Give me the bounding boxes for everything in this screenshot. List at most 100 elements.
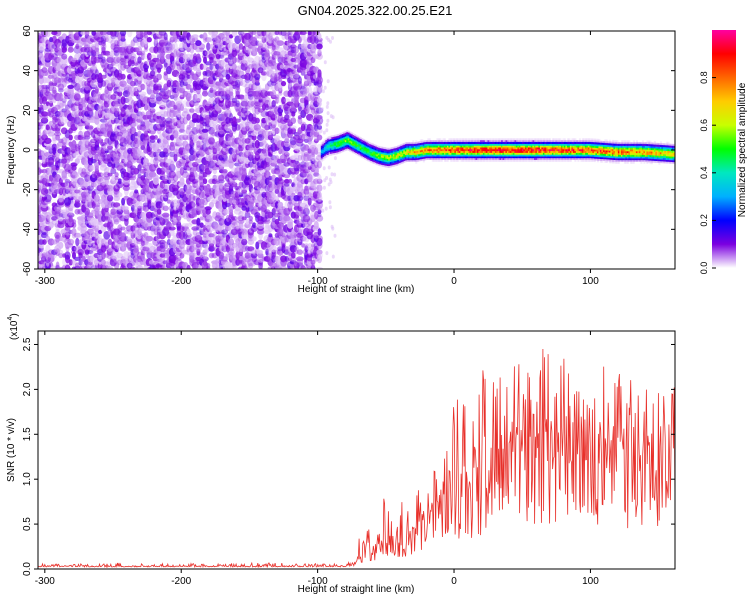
heatmap-cell [45, 206, 50, 211]
heatmap-cell [60, 116, 68, 125]
heatmap-cell [161, 212, 170, 218]
heatmap-cell [61, 79, 67, 88]
heatmap-cell [58, 249, 64, 255]
heatmap-cell [120, 73, 126, 80]
heatmap-cell [325, 104, 329, 109]
heatmap-cell [65, 136, 70, 146]
heatmap-cell [74, 208, 81, 215]
heatmap-cell [283, 152, 290, 157]
heatmap-cell [280, 80, 287, 87]
heatmap-cell [251, 236, 257, 242]
heatmap-cell [149, 108, 156, 113]
heatmap-cell [54, 38, 62, 48]
heatmap-cell [291, 252, 296, 259]
heatmap-cell [326, 79, 330, 84]
heatmap-cell [53, 31, 62, 37]
heatmap-cell [41, 84, 48, 89]
heatmap-cell [428, 138, 431, 141]
heatmap-cell [287, 218, 294, 226]
heatmap-cell [268, 233, 273, 238]
heatmap-cell [65, 246, 70, 252]
heatmap-cell [87, 125, 94, 130]
heatmap-cell [53, 77, 62, 84]
heatmap-cell [202, 178, 208, 185]
heatmap-cell [326, 118, 330, 123]
heatmap-cell [289, 125, 297, 130]
heatmap-cell [47, 155, 55, 161]
heatmap-cell [62, 101, 67, 107]
heatmap-cell [155, 81, 163, 86]
heatmap-cell [329, 39, 332, 44]
heatmap-cell [323, 85, 327, 90]
heatmap-cell [51, 143, 58, 152]
heatmap-cell [191, 34, 199, 39]
heatmap-cell [276, 40, 285, 46]
heatmap-cell [44, 211, 52, 219]
heatmap-cell [71, 139, 77, 149]
heatmap-cell [199, 222, 204, 228]
heatmap-cell [316, 97, 323, 103]
heatmap-cell [114, 172, 119, 178]
figure-title: GN04.2025.322.00.25.E21 [298, 3, 453, 18]
heatmap-cell [74, 143, 80, 152]
heatmap-cell [299, 31, 307, 35]
heatmap-cell [54, 104, 61, 110]
heatmap-cell [75, 172, 80, 178]
heatmap-cell [221, 169, 228, 174]
heatmap-cell [330, 172, 334, 177]
heatmap-cell [206, 262, 211, 269]
heatmap-cell [55, 134, 60, 141]
heatmap-cell [64, 226, 71, 231]
heatmap-cell [322, 185, 326, 190]
heatmap-cell [66, 212, 75, 218]
heatmap-cell [331, 226, 335, 231]
heatmap-cell [162, 205, 169, 212]
heatmap-cell [51, 133, 57, 142]
heatmap-cell [40, 173, 49, 183]
heatmap-cell [440, 159, 443, 162]
heatmap-cell [58, 252, 64, 259]
heatmap-cell [75, 146, 80, 156]
heatmap-cell [316, 184, 323, 192]
heatmap-cell [333, 233, 337, 238]
heatmap-cell [328, 205, 332, 210]
heatmap-cell [64, 264, 71, 269]
heatmap-cell [251, 31, 257, 35]
heatmap-cell [61, 137, 68, 145]
heatmap-cell [48, 156, 55, 166]
heatmap-cell [47, 93, 55, 101]
heatmap-cell [38, 148, 42, 154]
heatmap-cell [72, 251, 76, 260]
heatmap-cell [317, 69, 322, 78]
heatmap-cell [117, 192, 123, 198]
heatmap-cell [71, 219, 77, 225]
heatmap-cell [51, 31, 58, 36]
heatmap-cell [52, 86, 57, 95]
heatmap-cell [47, 214, 55, 223]
heatmap-cell [196, 53, 201, 60]
heatmap-cell [58, 92, 64, 102]
heatmap-cell [45, 124, 50, 131]
heatmap-cell [45, 244, 51, 253]
heatmap-cell [124, 206, 129, 211]
heatmap-cell [317, 174, 322, 182]
heatmap-cell [331, 254, 335, 259]
heatmap-cell [44, 137, 52, 145]
heatmap-cell [153, 135, 158, 140]
heatmap-cell [145, 235, 154, 242]
heatmap-cell [48, 221, 54, 229]
heatmap-cell [75, 262, 80, 269]
heatmap-cell [198, 43, 206, 50]
heatmap-cell [64, 231, 71, 240]
heatmap-cell [55, 228, 60, 235]
heatmap-cell [61, 53, 68, 60]
heatmap-cell [61, 97, 67, 103]
heatmap-cell [68, 259, 73, 266]
heatmap-cell [64, 251, 71, 260]
heatmap-cell [57, 99, 65, 108]
heatmap-cell [316, 115, 323, 120]
heatmap-cell [71, 227, 77, 236]
heatmap-cell [52, 137, 57, 145]
heatmap-cell [45, 179, 50, 184]
heatmap-cell [74, 189, 81, 194]
